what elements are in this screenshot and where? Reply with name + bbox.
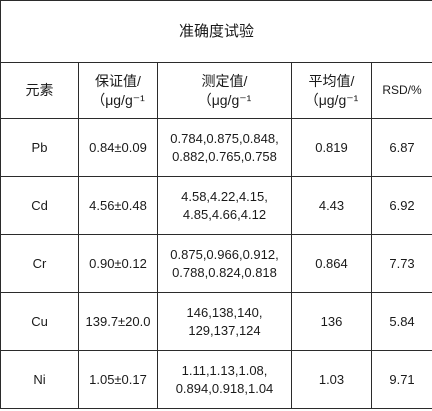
header-element: 元素 (0, 62, 79, 119)
table-row: Pb 0.84±0.09 0.784,0.875,0.848, 0.882,0.… (0, 118, 432, 177)
cell-certified: 4.56±0.48 (78, 176, 158, 235)
cell-rsd: 9.71 (370, 350, 432, 409)
cell-rsd: 6.87 (370, 118, 432, 177)
table-row: Cu 139.7±20.0 146,138,140, 129,137,124 1… (0, 292, 432, 351)
cell-rsd: 5.84 (370, 292, 432, 351)
cell-measured-line2: 0.894,0.918,1.04 (175, 380, 274, 396)
header-certified-line2: （μg/g⁻¹ (91, 91, 145, 108)
cell-measured: 146,138,140, 129,137,124 (157, 292, 292, 351)
cell-measured-line1: 0.784,0.875,0.848, (170, 130, 279, 146)
cell-measured-line1: 146,138,140, (186, 304, 263, 320)
cell-measured-line1: 0.875,0.966,0.912, (170, 246, 279, 262)
cell-mean: 1.03 (291, 350, 372, 409)
table-row: Cr 0.90±0.12 0.875,0.966,0.912, 0.788,0.… (0, 234, 432, 293)
header-mean-value: 平均值/ （μg/g⁻¹ (291, 62, 372, 119)
cell-mean: 0.819 (291, 118, 372, 177)
cell-measured-line1: 1.11,1.13,1.08, (181, 362, 268, 378)
table-header-row: 元素 保证值/ （μg/g⁻¹ 测定值/ （μg/g⁻¹ 平均值/ （μg/g⁻… (0, 62, 432, 119)
cell-measured: 0.784,0.875,0.848, 0.882,0.765,0.758 (157, 118, 292, 177)
cell-measured-line2: 4.85,4.66,4.12 (182, 206, 267, 222)
cell-rsd: 7.73 (370, 234, 432, 293)
cell-measured-line2: 0.788,0.824,0.818 (172, 264, 277, 280)
cell-mean: 136 (291, 292, 372, 351)
cell-mean: 0.864 (291, 234, 372, 293)
cell-element: Pb (0, 118, 79, 177)
header-mean-line1: 平均值/ (308, 72, 355, 89)
cell-element: Cd (0, 176, 79, 235)
table-row: Ni 1.05±0.17 1.11,1.13,1.08, 0.894,0.918… (0, 350, 432, 409)
header-measured-value: 测定值/ （μg/g⁻¹ (157, 62, 292, 119)
cell-mean: 4.43 (291, 176, 372, 235)
header-measured-line1: 测定值/ (201, 72, 248, 89)
cell-measured: 1.11,1.13,1.08, 0.894,0.918,1.04 (157, 350, 292, 409)
header-measured-line2: （μg/g⁻¹ (197, 91, 252, 108)
header-certified-value: 保证值/ （μg/g⁻¹ (78, 62, 158, 119)
table-title-row: 准确度试验 (0, 0, 432, 63)
cell-certified: 0.90±0.12 (78, 234, 158, 293)
cell-measured-line1: 4.58,4.22,4.15, (181, 188, 268, 204)
cell-measured: 0.875,0.966,0.912, 0.788,0.824,0.818 (157, 234, 292, 293)
cell-element: Ni (0, 350, 79, 409)
cell-measured-line2: 129,137,124 (188, 322, 261, 338)
cell-measured: 4.58,4.22,4.15, 4.85,4.66,4.12 (157, 176, 292, 235)
cell-measured-line2: 0.882,0.765,0.758 (172, 148, 277, 164)
header-rsd: RSD/% (370, 62, 432, 119)
cell-certified: 139.7±20.0 (78, 292, 158, 351)
cell-element: Cr (0, 234, 79, 293)
cell-rsd: 6.92 (370, 176, 432, 235)
header-mean-line2: （μg/g⁻¹ (304, 91, 359, 108)
table-row: Cd 4.56±0.48 4.58,4.22,4.15, 4.85,4.66,4… (0, 176, 432, 235)
header-certified-line1: 保证值/ (95, 72, 141, 89)
table-title: 准确度试验 (0, 0, 432, 63)
cell-element: Cu (0, 292, 79, 351)
cell-certified: 0.84±0.09 (78, 118, 158, 177)
cell-certified: 1.05±0.17 (78, 350, 158, 409)
